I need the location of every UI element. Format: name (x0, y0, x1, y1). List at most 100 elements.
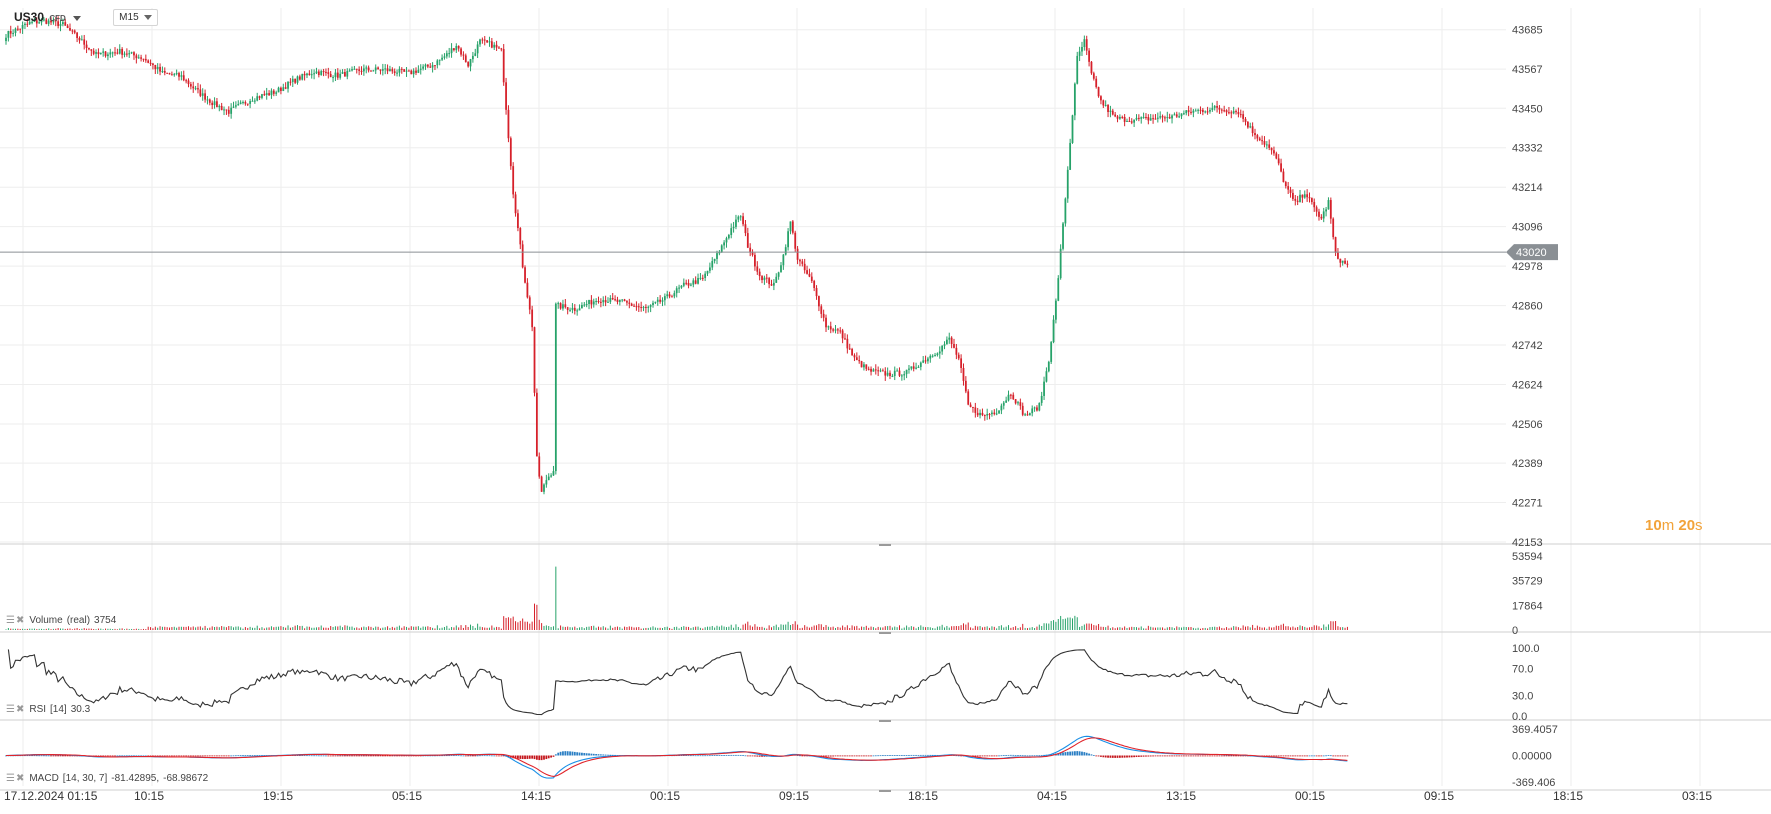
panel-settings-icon[interactable]: ☰✖ (6, 704, 26, 715)
rsi-tick-label: 70.0 (1512, 663, 1533, 675)
macd-histogram-bar (256, 755, 259, 756)
candle-body (1059, 248, 1062, 279)
candle-body (237, 103, 240, 106)
macd-histogram-bar (453, 755, 455, 757)
candle-body (687, 282, 690, 286)
candle-body (1301, 194, 1304, 198)
candle-body (1315, 207, 1318, 212)
macd-histogram-bar (517, 755, 519, 759)
candle-body (448, 53, 451, 55)
time-tick-label: 18:15 (1553, 789, 1583, 803)
panel-settings-icon[interactable]: ☰✖ (6, 615, 26, 626)
candle-body (981, 412, 984, 416)
candle-body (50, 20, 52, 23)
macd-tick-label: 0.00000 (1512, 751, 1552, 763)
macd-histogram-bar (64, 755, 67, 757)
candle-body (1346, 263, 1349, 265)
price-tick-label: 42978 (1512, 261, 1543, 273)
macd-histogram-bar (315, 755, 318, 757)
macd-histogram-bar (398, 755, 401, 757)
candle-body (877, 370, 880, 372)
candle-body (763, 277, 766, 281)
candle-body (640, 306, 643, 308)
countdown-minutes-unit: m (1661, 517, 1675, 534)
macd-histogram-bar (1322, 755, 1325, 757)
macd-histogram-bar (1017, 755, 1019, 756)
candle-body (874, 369, 877, 371)
macd-histogram-bar (1296, 755, 1299, 757)
macd-histogram-bar (40, 755, 43, 757)
macd-histogram-bar (1123, 755, 1126, 758)
candle-body (547, 476, 550, 481)
candle-body (320, 71, 323, 76)
time-tick-label: 18:15 (908, 789, 938, 803)
candle-body (360, 70, 363, 72)
macd-histogram-bar (796, 755, 799, 756)
candle-body (166, 72, 169, 74)
candle-body (967, 391, 970, 405)
candle-body (1303, 194, 1306, 198)
macd-histogram-bar (175, 755, 178, 757)
macd-histogram-bar (507, 755, 510, 758)
candle-body (1232, 111, 1235, 114)
candle-body (1258, 138, 1261, 141)
macd-histogram-bar (220, 755, 223, 757)
candle-body (59, 24, 62, 26)
macd-histogram-bar (434, 755, 436, 757)
candle-body (768, 278, 771, 285)
candle-body (955, 347, 958, 355)
candle-body (114, 52, 116, 54)
macd-histogram-bar (1175, 755, 1178, 757)
candle-body (704, 273, 707, 279)
macd-histogram-bar (251, 755, 254, 756)
macd-histogram-bar (1166, 755, 1169, 757)
candle-body (597, 301, 600, 303)
candle-body (1185, 110, 1188, 114)
candle-body (751, 252, 754, 255)
time-tick-label: 03:15 (1682, 789, 1712, 803)
candle-body (1187, 110, 1190, 112)
macd-histogram-bar (1329, 755, 1332, 757)
candle-body (1194, 110, 1197, 112)
macd-histogram-bar (351, 755, 353, 757)
candle-body (386, 68, 389, 72)
candle-body (1213, 106, 1216, 108)
candle-body (820, 306, 823, 314)
candle-body (986, 413, 989, 416)
macd-histogram-bar (486, 755, 489, 757)
candle-body (147, 60, 150, 63)
macd-histogram-bar (59, 755, 62, 757)
candle-body (154, 64, 157, 70)
candle-body (344, 72, 346, 77)
macd-histogram-bar (590, 753, 593, 756)
candle-body (1024, 414, 1026, 416)
macd-histogram-bar (1152, 755, 1154, 757)
macd-histogram-bar (362, 755, 365, 757)
macd-histogram-bar (708, 755, 711, 757)
macd-histogram-bar (922, 754, 925, 756)
macd-histogram-bar (1073, 751, 1076, 756)
candle-body (353, 68, 356, 70)
rsi-name: RSI (29, 704, 47, 715)
candle-body (746, 233, 749, 248)
candle-body (1028, 413, 1031, 416)
volume-bars (5, 566, 1348, 630)
symbol-selector[interactable]: US30 CFD (14, 10, 82, 24)
macd-histogram-bar (578, 752, 581, 756)
macd-histogram-bar (201, 755, 204, 757)
candle-body (1085, 39, 1088, 51)
candle-body (730, 228, 733, 236)
macd-histogram-bar (735, 754, 737, 756)
timeframe-selector[interactable]: M15 (113, 8, 158, 26)
candle-body (1318, 211, 1320, 217)
macd-histogram-bar (1327, 755, 1330, 756)
candle-body (1182, 113, 1185, 115)
macd-histogram-bar (1104, 755, 1107, 758)
panel-settings-icon[interactable]: ☰✖ (6, 773, 26, 784)
candle-body (896, 370, 899, 372)
candle-body (1021, 405, 1024, 415)
candle-body (659, 299, 662, 302)
candle-body (716, 253, 718, 259)
candle-body (1190, 111, 1192, 113)
